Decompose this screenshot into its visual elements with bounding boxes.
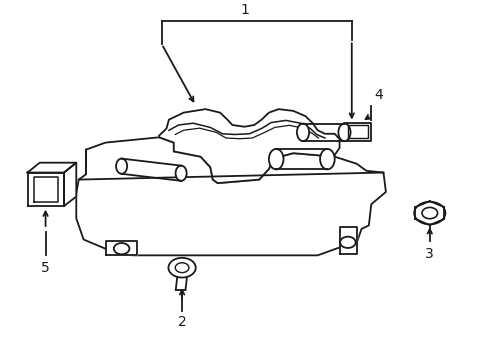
Polygon shape: [64, 163, 76, 206]
Polygon shape: [344, 122, 370, 141]
Text: 2: 2: [177, 315, 186, 329]
Polygon shape: [347, 125, 367, 138]
Ellipse shape: [320, 149, 334, 169]
Polygon shape: [76, 137, 385, 255]
Polygon shape: [27, 163, 76, 172]
Circle shape: [339, 237, 355, 248]
Polygon shape: [339, 227, 356, 253]
Ellipse shape: [338, 123, 350, 141]
Polygon shape: [105, 241, 137, 255]
Ellipse shape: [296, 123, 308, 141]
Circle shape: [175, 263, 188, 273]
Circle shape: [421, 207, 437, 219]
Polygon shape: [27, 172, 64, 206]
Polygon shape: [159, 109, 339, 183]
Text: 1: 1: [240, 3, 248, 17]
Polygon shape: [34, 177, 58, 202]
Ellipse shape: [116, 159, 127, 174]
Circle shape: [168, 258, 195, 278]
Circle shape: [114, 243, 129, 254]
Text: 3: 3: [425, 247, 433, 261]
Ellipse shape: [175, 166, 186, 181]
Text: 4: 4: [373, 88, 382, 102]
Circle shape: [413, 202, 445, 224]
Text: 5: 5: [41, 261, 50, 275]
Ellipse shape: [268, 149, 283, 169]
